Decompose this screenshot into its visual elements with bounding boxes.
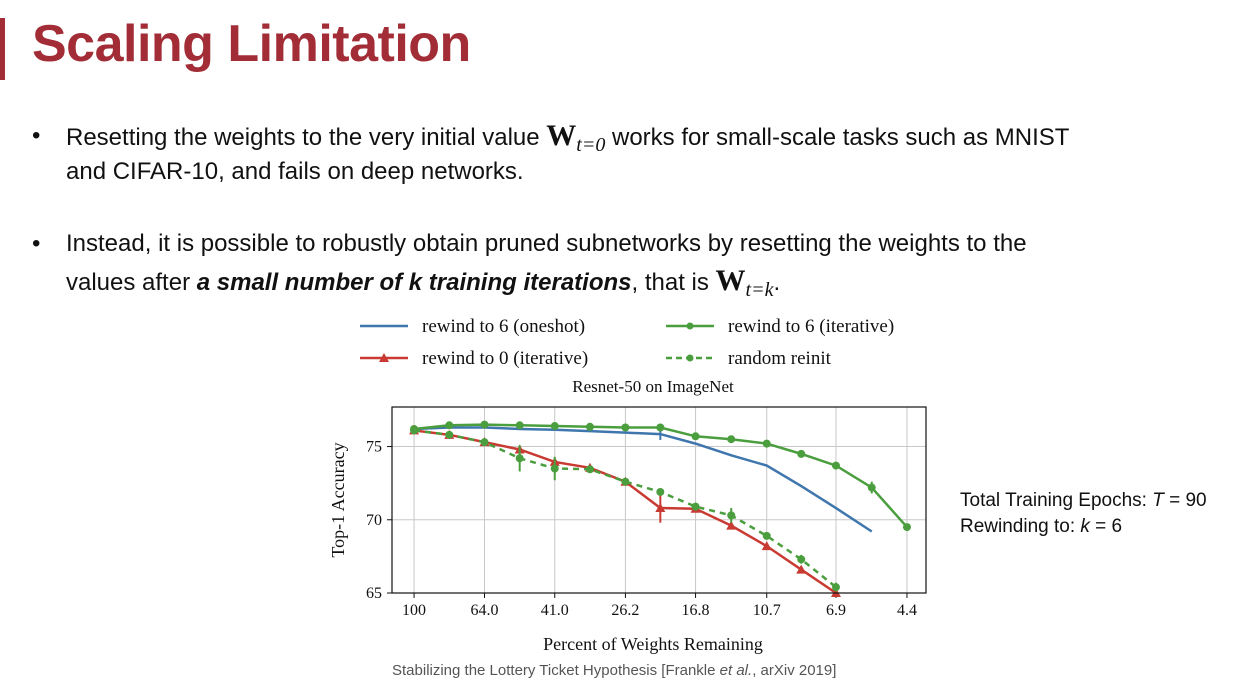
data-point (797, 555, 806, 564)
data-point (550, 422, 559, 431)
x-tick-label: 16.8 (682, 602, 710, 619)
bullet-2-line-2: values after a small number of k trainin… (66, 263, 1256, 302)
chart-title: Resnet-50 on ImageNet (572, 377, 734, 396)
data-point (445, 430, 454, 439)
x-tick-label: 6.9 (826, 602, 846, 619)
data-point (867, 483, 876, 492)
bullet-2-text-mid: , that is (631, 269, 716, 296)
citation-caption: Stabilizing the Lottery Ticket Hypothesi… (392, 662, 837, 679)
bullet-1-text-before: Resetting the weights to the very initia… (66, 124, 547, 151)
data-point (480, 420, 489, 429)
x-tick-label: 26.2 (611, 602, 639, 619)
data-point (726, 520, 737, 530)
plot-frame (391, 406, 927, 594)
x-tick-label: 41.0 (541, 602, 569, 619)
bullet-1-math-w: W (546, 119, 577, 152)
training-epochs-line: Total Training Epochs: T = 90 (960, 490, 1207, 511)
data-point (585, 422, 594, 431)
bullet-1-line-2: and CIFAR-10, and fails on deep networks… (66, 158, 524, 185)
data-point (761, 541, 772, 551)
legend-label: rewind to 6 (oneshot) (422, 316, 585, 337)
bullet-2-emphasis: a small number of k training iterations (196, 269, 632, 296)
data-point (445, 421, 454, 430)
chart-svg: rewind to 6 (oneshot) rewind to 6 (iterat… (328, 316, 927, 654)
bullet-2-math-w: W (715, 264, 746, 297)
data-point (831, 461, 840, 470)
bullet-1-math-sub: t=0 (576, 134, 606, 156)
slide-title: Scaling Limitation (32, 15, 471, 73)
x-axis-label: Percent of Weights Remaining (543, 634, 763, 654)
rewinding-line: Rewinding to: k = 6 (960, 516, 1123, 537)
data-point (655, 503, 666, 513)
data-point (691, 502, 700, 511)
x-tick-label: 4.4 (897, 602, 917, 619)
x-tick-label: 10.7 (753, 602, 781, 619)
bullet-1-line-1: Resetting the weights to the very initia… (66, 118, 1256, 157)
bullet-2-text-before: values after (66, 269, 197, 296)
data-point (762, 531, 771, 540)
legend-marker (686, 322, 694, 330)
data-point (762, 439, 771, 448)
bullet-dot: • (32, 230, 41, 257)
data-point (550, 464, 559, 473)
data-point (621, 423, 630, 432)
y-tick-label: 65 (366, 585, 382, 602)
chart: rewind to 6 (oneshot) rewind to 6 (iterat… (320, 306, 940, 664)
data-point (515, 454, 524, 463)
bullet-dot: • (32, 122, 41, 149)
data-point (796, 564, 807, 574)
data-point (480, 438, 489, 447)
data-point (797, 449, 806, 458)
data-point (621, 477, 630, 486)
data-point (902, 523, 911, 532)
bullet-2-text-after: . (773, 269, 781, 296)
series-line (414, 426, 873, 533)
x-tick-label: 64.0 (470, 602, 498, 619)
data-point (410, 426, 419, 435)
bullet-2-line-1: Instead, it is possible to robustly obta… (66, 230, 1027, 257)
legend-marker (379, 353, 389, 362)
y-tick-label: 70 (366, 512, 382, 529)
title-accent-bar (0, 18, 5, 80)
data-point (727, 435, 736, 444)
data-point (831, 583, 840, 592)
data-point (691, 432, 700, 441)
legend-marker (686, 354, 694, 362)
data-point (656, 423, 665, 432)
training-info-note: Total Training Epochs: T = 90 Rewinding … (960, 488, 1207, 540)
data-point (727, 511, 736, 520)
bullet-2-math-sub: t=k (745, 279, 774, 301)
legend-label: rewind to 0 (iterative) (422, 348, 588, 369)
data-point (515, 421, 524, 430)
bullet-1-text-after: works for small-scale tasks such as MNIS… (605, 124, 1070, 151)
data-point (656, 487, 665, 496)
y-tick-label: 75 (366, 439, 382, 456)
x-tick-label: 100 (402, 602, 426, 619)
data-point (585, 465, 594, 474)
y-axis-label: Top-1 Accuracy (328, 442, 348, 557)
legend-label: random reinit (728, 348, 832, 369)
legend-label: rewind to 6 (iterative) (728, 316, 894, 337)
